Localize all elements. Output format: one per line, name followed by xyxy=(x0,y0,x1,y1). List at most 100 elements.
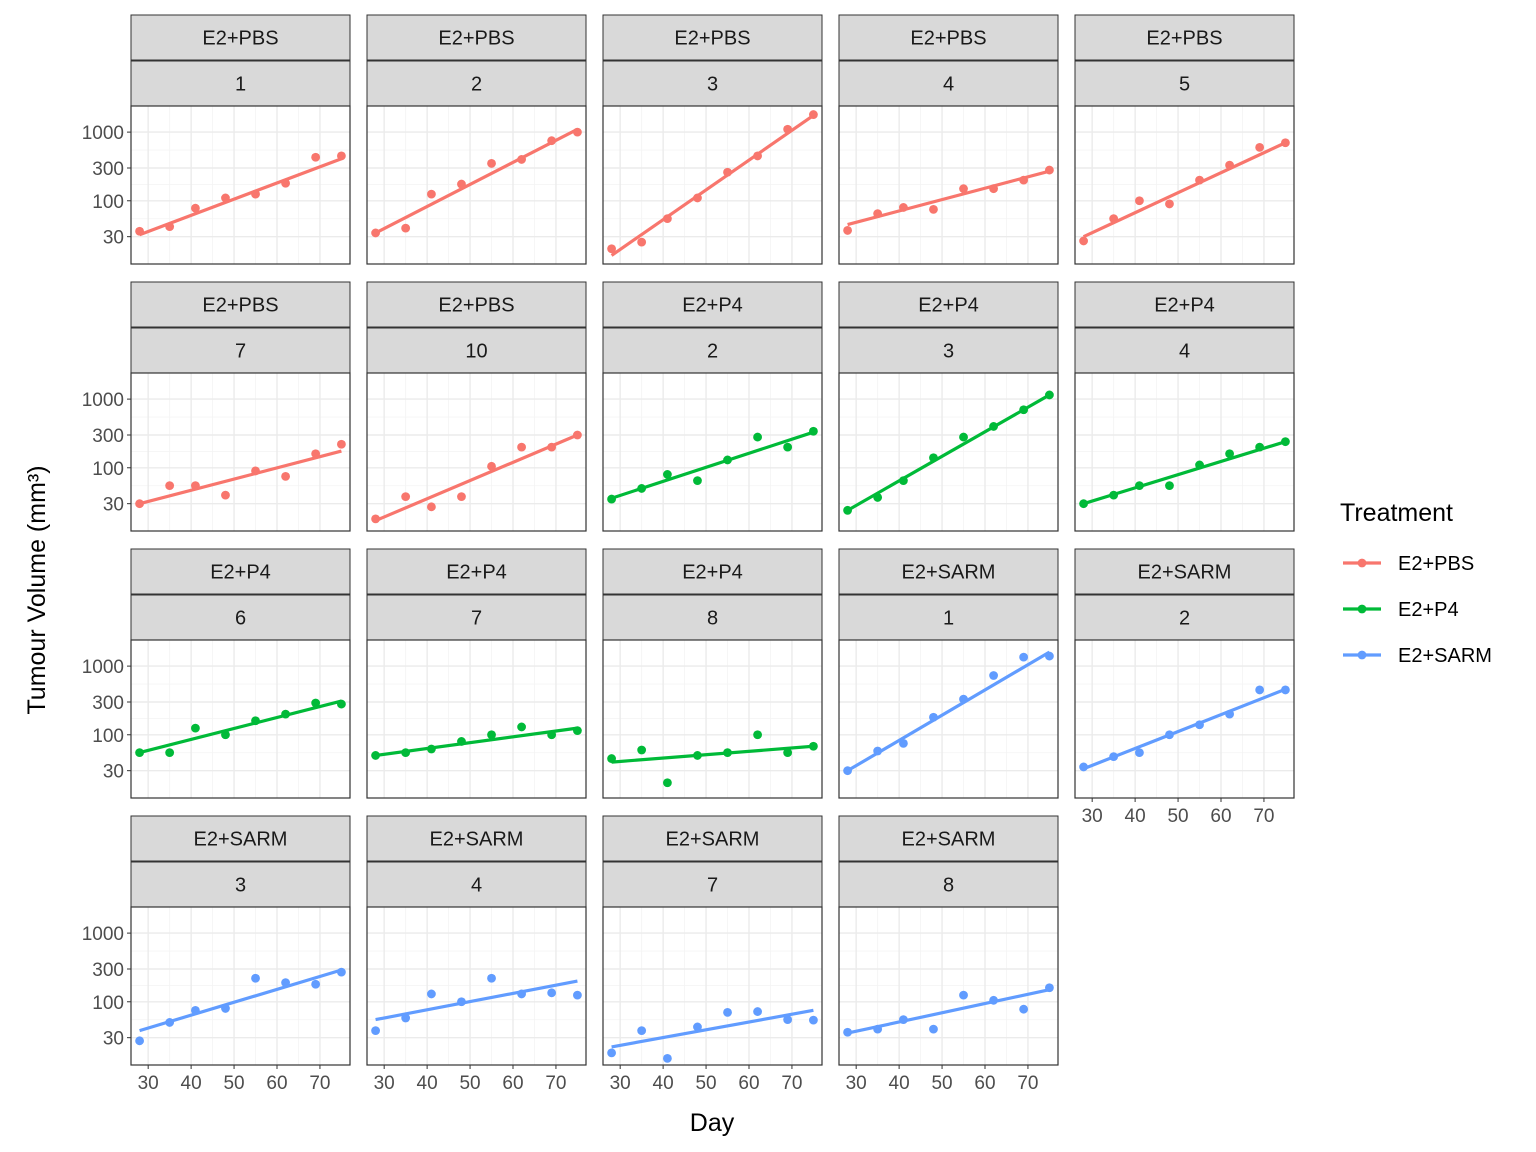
strip-treatment-label: E2+PBS xyxy=(438,295,514,317)
panel-border xyxy=(130,372,351,532)
panel-border xyxy=(130,105,351,265)
data-point xyxy=(573,430,582,440)
data-point xyxy=(959,694,968,704)
strip-id xyxy=(838,327,1059,374)
panel-border xyxy=(366,372,587,532)
panel-border xyxy=(1074,105,1295,265)
data-point xyxy=(487,730,496,740)
strip-treatment xyxy=(602,281,823,328)
data-point xyxy=(547,442,557,452)
plot-area xyxy=(367,106,586,264)
data-point xyxy=(401,748,411,757)
data-point xyxy=(517,442,526,452)
plot-area xyxy=(131,640,350,798)
data-point xyxy=(1281,138,1290,148)
y-tick-label: 300 xyxy=(92,960,124,981)
strip-treatment xyxy=(602,815,823,862)
y-tick-label: 30 xyxy=(103,495,124,516)
fit-line xyxy=(374,433,579,523)
strip-treatment-label: E2+PBS xyxy=(910,28,986,50)
panel-border xyxy=(1074,372,1295,532)
data-point xyxy=(221,490,230,500)
data-point xyxy=(607,244,616,254)
x-tick-label: 30 xyxy=(1082,806,1103,827)
y-tick-label: 100 xyxy=(92,726,124,747)
panel-border xyxy=(366,639,587,799)
data-point xyxy=(165,481,175,491)
facet-panel: E2+SARM 3 30 100 300 1000 30 40 50 60 70 xyxy=(82,815,351,1094)
data-point xyxy=(723,748,732,757)
strip-id-label: 4 xyxy=(1179,341,1190,363)
data-point xyxy=(221,1004,230,1013)
strip-id xyxy=(838,60,1059,107)
data-point xyxy=(573,127,582,137)
strip-id-label: 10 xyxy=(465,341,487,363)
data-point xyxy=(427,189,436,199)
data-point xyxy=(251,716,260,726)
data-point xyxy=(135,1036,144,1046)
plot-area xyxy=(839,640,1058,798)
data-point xyxy=(251,189,260,199)
strip-treatment-label: E2+P4 xyxy=(918,295,979,317)
data-point xyxy=(1255,685,1265,695)
data-point xyxy=(1109,752,1119,762)
data-point xyxy=(311,979,321,989)
strip-id-label: 3 xyxy=(707,74,718,96)
strip-treatment-label: E2+PBS xyxy=(1146,28,1222,50)
strip-id xyxy=(130,60,351,107)
data-point xyxy=(281,709,290,719)
data-point xyxy=(337,967,346,977)
legend: Treatment E2+PBS E2+P4 E2+SARM xyxy=(1340,499,1492,667)
x-tick-label: 50 xyxy=(1167,806,1188,827)
data-point xyxy=(1045,390,1054,400)
x-tick-label: 30 xyxy=(846,1073,867,1094)
data-point xyxy=(371,228,380,238)
data-point xyxy=(899,738,908,748)
plot-area xyxy=(1075,373,1294,531)
data-point xyxy=(517,989,526,999)
legend-label: E2+SARM xyxy=(1398,645,1492,667)
data-point xyxy=(663,470,672,479)
strip-treatment xyxy=(366,548,587,595)
strip-id xyxy=(602,594,823,641)
facet-panel: E2+PBS 4 xyxy=(838,14,1059,265)
data-point xyxy=(371,1026,380,1036)
legend-key-point xyxy=(1357,558,1367,568)
strip-treatment-label: E2+P4 xyxy=(682,562,743,584)
data-point xyxy=(281,978,290,988)
x-tick-label: 70 xyxy=(1017,1073,1038,1094)
data-point xyxy=(1255,442,1265,452)
strip-id-label: 4 xyxy=(471,875,482,897)
data-point xyxy=(1079,499,1088,509)
strip-treatment xyxy=(130,548,351,595)
facet-panel: E2+PBS 2 xyxy=(366,14,587,265)
facet-panel: E2+PBS 5 xyxy=(1074,14,1295,265)
strip-treatment-label: E2+P4 xyxy=(1154,295,1215,317)
data-point xyxy=(573,726,582,736)
data-point xyxy=(165,222,175,232)
fit-line xyxy=(139,699,342,755)
legend-item: E2+SARM xyxy=(1343,645,1492,667)
data-point xyxy=(1019,405,1029,415)
legend-key-point xyxy=(1357,650,1367,660)
data-point xyxy=(1255,142,1265,152)
facet-panel: E2+P4 4 xyxy=(1074,281,1295,532)
data-point xyxy=(723,1008,732,1017)
plot-area xyxy=(839,106,1058,264)
data-point xyxy=(427,744,436,754)
data-point xyxy=(899,203,908,212)
strip-treatment xyxy=(1074,14,1295,61)
panel-border xyxy=(1074,639,1295,799)
x-tick-label: 50 xyxy=(931,1073,952,1094)
strip-treatment-label: E2+PBS xyxy=(202,295,278,317)
strip-id xyxy=(602,327,823,374)
x-tick-label: 70 xyxy=(309,1073,330,1094)
data-point xyxy=(637,237,647,247)
data-point xyxy=(1109,490,1119,500)
strip-treatment-label: E2+SARM xyxy=(1138,562,1232,584)
data-point xyxy=(547,136,557,146)
data-point xyxy=(401,223,411,233)
x-tick-label: 50 xyxy=(695,1073,716,1094)
strip-id-label: 8 xyxy=(943,875,954,897)
strip-id xyxy=(130,594,351,641)
